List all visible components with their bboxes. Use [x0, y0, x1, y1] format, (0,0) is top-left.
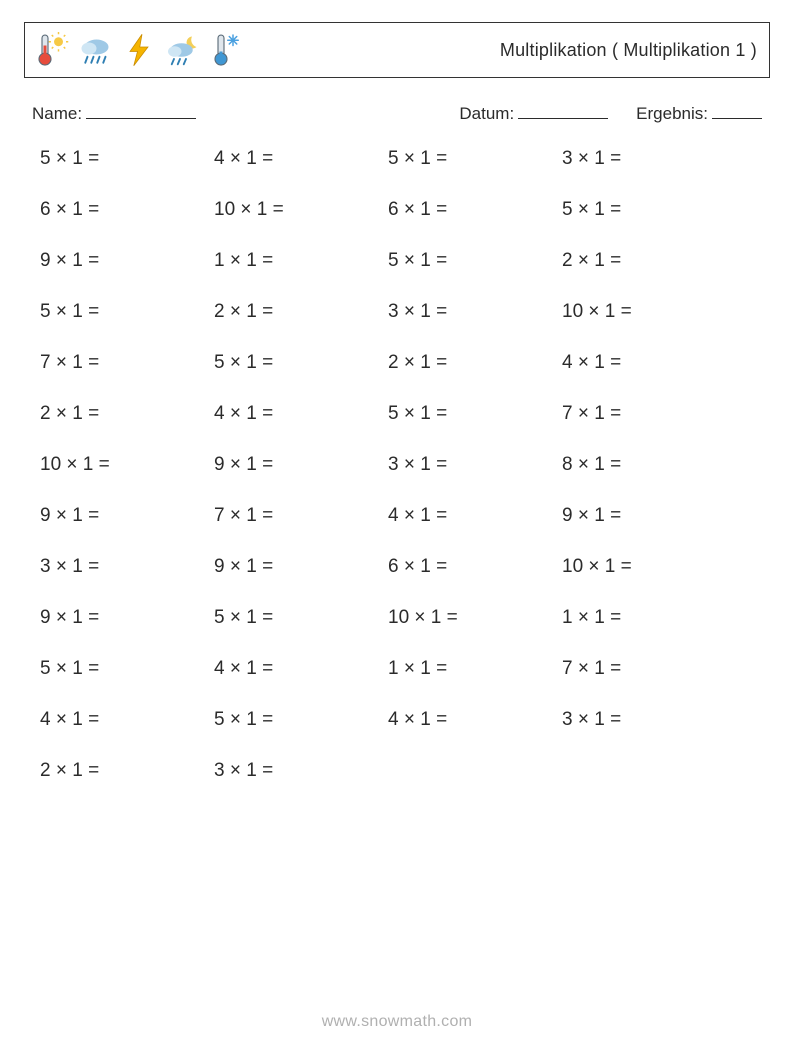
- problem-cell: 6 × 1 =: [388, 556, 562, 578]
- problem-cell: 5 × 1 =: [388, 403, 562, 425]
- problem-cell: 5 × 1 =: [214, 607, 388, 629]
- problem-cell: 3 × 1 =: [388, 301, 562, 323]
- problem-cell: 5 × 1 =: [214, 709, 388, 731]
- problem-cell: 5 × 1 =: [40, 658, 214, 680]
- problem-cell: 5 × 1 =: [388, 148, 562, 170]
- problem-cell: 10 × 1 =: [562, 301, 736, 323]
- problem-cell: 9 × 1 =: [40, 250, 214, 272]
- problem-cell: 5 × 1 =: [40, 301, 214, 323]
- problem-cell: 4 × 1 =: [388, 709, 562, 731]
- worksheet-header: Multiplikation ( Multiplikation 1 ): [24, 22, 770, 78]
- name-label: Name:: [32, 104, 82, 123]
- problem-cell: 1 × 1 =: [562, 607, 736, 629]
- problem-cell: 9 × 1 =: [40, 607, 214, 629]
- problem-cell: 2 × 1 =: [388, 352, 562, 374]
- date-blank: [518, 105, 608, 119]
- result-blank: [712, 105, 762, 119]
- worksheet-title: Multiplikation ( Multiplikation 1 ): [500, 40, 757, 61]
- problem-cell: 8 × 1 =: [562, 454, 736, 476]
- problem-cell: 5 × 1 =: [562, 199, 736, 221]
- name-field: Name:: [32, 104, 196, 124]
- problem-cell: 7 × 1 =: [562, 658, 736, 680]
- header-icon-row: [33, 32, 245, 68]
- problem-cell: 4 × 1 =: [214, 658, 388, 680]
- date-label: Datum:: [459, 104, 514, 123]
- problem-cell: 2 × 1 =: [40, 760, 214, 782]
- problem-cell: 2 × 1 =: [40, 403, 214, 425]
- problem-cell: 2 × 1 =: [214, 301, 388, 323]
- lightning-bolt-icon: [121, 32, 157, 68]
- problem-cell: 3 × 1 =: [40, 556, 214, 578]
- problem-cell: 4 × 1 =: [562, 352, 736, 374]
- problem-cell: 9 × 1 =: [214, 454, 388, 476]
- night-rain-cloud-icon: [165, 32, 201, 68]
- problem-cell: 7 × 1 =: [40, 352, 214, 374]
- problem-cell: 4 × 1 =: [40, 709, 214, 731]
- problem-cell: 5 × 1 =: [214, 352, 388, 374]
- problem-cell: 10 × 1 =: [40, 454, 214, 476]
- worksheet-meta-row: Name: Datum: Ergebnis:: [32, 104, 762, 124]
- problem-cell: 10 × 1 =: [214, 199, 388, 221]
- thermometer-cold-icon: [209, 32, 245, 68]
- result-label: Ergebnis:: [636, 104, 708, 123]
- name-blank: [86, 105, 196, 119]
- problem-cell: 4 × 1 =: [214, 148, 388, 170]
- problem-cell: 10 × 1 =: [562, 556, 736, 578]
- result-field: Ergebnis:: [636, 104, 762, 124]
- problem-cell: 1 × 1 =: [214, 250, 388, 272]
- problem-cell: 3 × 1 =: [388, 454, 562, 476]
- problem-cell: 3 × 1 =: [214, 760, 388, 782]
- thermometer-hot-icon: [33, 32, 69, 68]
- problem-cell: 7 × 1 =: [214, 505, 388, 527]
- rain-cloud-icon: [77, 32, 113, 68]
- date-field: Datum:: [459, 104, 608, 124]
- problem-cell: 9 × 1 =: [214, 556, 388, 578]
- problem-cell: 5 × 1 =: [40, 148, 214, 170]
- problem-cell: 9 × 1 =: [40, 505, 214, 527]
- page-footer: www.snowmath.com: [0, 1013, 794, 1031]
- problem-cell: 6 × 1 =: [40, 199, 214, 221]
- problem-cell: 3 × 1 =: [562, 148, 736, 170]
- problem-cell: 5 × 1 =: [388, 250, 562, 272]
- problem-grid: 5 × 1 =4 × 1 =5 × 1 =3 × 1 =6 × 1 =10 × …: [40, 148, 770, 782]
- problem-cell: 6 × 1 =: [388, 199, 562, 221]
- problem-cell: 9 × 1 =: [562, 505, 736, 527]
- problem-cell: 4 × 1 =: [388, 505, 562, 527]
- problem-cell: 7 × 1 =: [562, 403, 736, 425]
- problem-cell: 2 × 1 =: [562, 250, 736, 272]
- problem-cell: 3 × 1 =: [562, 709, 736, 731]
- problem-cell: 1 × 1 =: [388, 658, 562, 680]
- problem-cell: 4 × 1 =: [214, 403, 388, 425]
- problem-cell: 10 × 1 =: [388, 607, 562, 629]
